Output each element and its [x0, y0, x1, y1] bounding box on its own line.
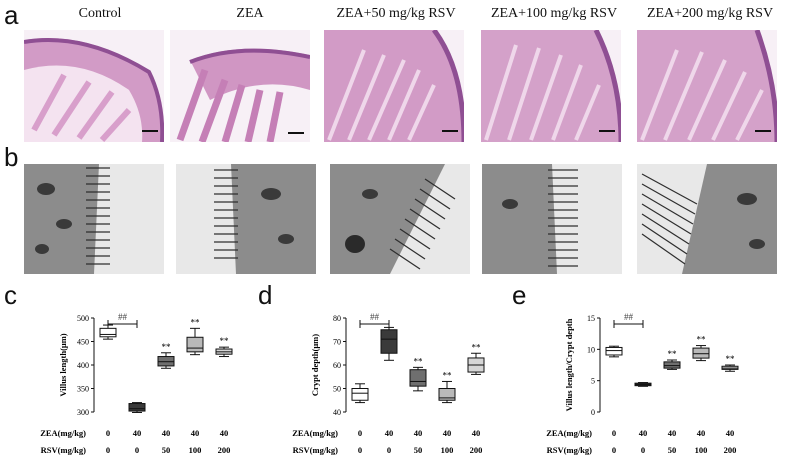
group-title-zea: ZEA [236, 6, 264, 21]
y-tick-label: 400 [77, 361, 89, 370]
significance-stars: ** [220, 336, 230, 346]
zea-dose-value: 40 [162, 428, 171, 438]
y-tick-label: 15 [587, 314, 595, 323]
rsv-dose-value: 50 [162, 445, 171, 455]
box [186, 336, 204, 353]
em-micrograph-control [24, 164, 164, 274]
y-tick-label: 60 [333, 361, 341, 370]
y-tick-label: 40 [333, 408, 341, 417]
significance-stars: ** [191, 317, 201, 327]
significance-stars: ** [668, 349, 678, 359]
y-tick-label: 450 [77, 338, 89, 347]
y-tick-label: 50 [333, 385, 341, 394]
rsv-dose-value: 200 [470, 445, 483, 455]
y-tick-label: 5 [591, 377, 595, 386]
group-title-zea-100: ZEA+100 mg/kg RSV [490, 6, 618, 21]
y-tick-label: 0 [591, 408, 595, 417]
he-micrograph-zea-50 [324, 30, 464, 142]
group-title-control: Control [78, 6, 122, 21]
box [663, 361, 681, 369]
box [605, 346, 623, 356]
zea-dose-value: 0 [358, 428, 362, 438]
em-micrograph-zea [176, 164, 316, 274]
box [128, 403, 146, 412]
significance-hash: ## [624, 312, 634, 322]
panel-label-d: d [258, 280, 273, 310]
significance-stars: ** [414, 356, 424, 366]
chart-crypt-depth: 40 50 60 70 80 Crypt depth(μm) ## ** ** ** ZEA(mg/… [282, 300, 512, 463]
panel-label-b: b [4, 142, 19, 172]
rsv-dose-value: 200 [218, 445, 231, 455]
group-title-zea-200: ZEA+200 mg/kg RSV [646, 6, 774, 21]
row-label-rsv: RSV(mg/kg) [293, 445, 339, 455]
row-label-zea: ZEA(mg/kg) [40, 428, 86, 438]
zea-dose-value: 40 [472, 428, 481, 438]
rsv-dose-value: 50 [668, 445, 677, 455]
rsv-dose-value: 200 [724, 445, 737, 455]
box [351, 388, 369, 401]
he-micrograph-zea [170, 30, 310, 142]
row-label-zea: ZEA(mg/kg) [292, 428, 338, 438]
box [409, 369, 427, 387]
box [438, 388, 456, 401]
zea-dose-value: 40 [639, 428, 648, 438]
row-label-rsv: RSV(mg/kg) [41, 445, 87, 455]
significance-stars: ** [726, 354, 736, 364]
row-label-zea: ZEA(mg/kg) [546, 428, 592, 438]
box [380, 329, 398, 354]
he-micrograph-zea-200 [637, 30, 777, 142]
rsv-dose-value: 0 [358, 445, 362, 455]
significance-stars: ** [697, 335, 707, 345]
zea-dose-value: 0 [612, 428, 616, 438]
panel-label-e: e [512, 280, 527, 310]
rsv-dose-value: 50 [414, 445, 423, 455]
y-tick-label: 80 [333, 314, 341, 323]
group-title-zea-50: ZEA+50 mg/kg RSV [336, 6, 456, 21]
y-axis-label: Villus length(μm) [58, 333, 68, 396]
rsv-dose-value: 0 [612, 445, 616, 455]
significance-stars: ** [472, 342, 482, 352]
rsv-dose-value: 0 [387, 445, 391, 455]
y-tick-label: 300 [77, 408, 89, 417]
significance-stars: ** [162, 342, 172, 352]
rsv-dose-value: 0 [641, 445, 645, 455]
y-axis-label: Villus length/Crypt depth [564, 318, 574, 411]
zea-dose-value: 0 [106, 428, 110, 438]
box [692, 347, 710, 359]
zea-dose-value: 40 [726, 428, 735, 438]
y-tick-label: 70 [333, 338, 341, 347]
he-micrograph-zea-100 [481, 30, 621, 142]
rsv-dose-value: 0 [135, 445, 139, 455]
significance-stars: ** [443, 370, 453, 380]
he-micrograph-control [24, 30, 164, 142]
panel-label-c: c [4, 280, 17, 310]
zea-dose-value: 40 [443, 428, 452, 438]
em-micrograph-zea-100 [482, 164, 622, 274]
zea-dose-value: 40 [668, 428, 677, 438]
y-tick-label: 500 [77, 314, 89, 323]
y-axis-label: Crypt depth(μm) [310, 334, 320, 396]
zea-dose-value: 40 [220, 428, 229, 438]
rsv-dose-value: 0 [106, 445, 110, 455]
rsv-dose-value: 100 [441, 445, 454, 455]
zea-dose-value: 40 [191, 428, 200, 438]
zea-dose-value: 40 [133, 428, 142, 438]
em-micrograph-zea-50 [330, 164, 470, 274]
chart-villus-length: 300 350 400 450 500 Villus length(μm) ## ** ** **… [30, 300, 260, 463]
significance-hash: ## [118, 312, 128, 322]
em-micrograph-zea-200 [637, 164, 777, 274]
box [99, 327, 117, 338]
y-tick-label: 350 [77, 385, 89, 394]
zea-dose-value: 40 [414, 428, 423, 438]
row-label-rsv: RSV(mg/kg) [547, 445, 593, 455]
rsv-dose-value: 100 [695, 445, 708, 455]
significance-hash: ## [370, 312, 380, 322]
chart-villus-crypt-ratio: 0 5 10 15 Villus length/Crypt depth ## ** ** ** Z… [536, 300, 766, 463]
rsv-dose-value: 100 [189, 445, 202, 455]
y-tick-label: 10 [587, 345, 595, 354]
zea-dose-value: 40 [697, 428, 706, 438]
zea-dose-value: 40 [385, 428, 394, 438]
panel-label-a: a [4, 0, 19, 30]
